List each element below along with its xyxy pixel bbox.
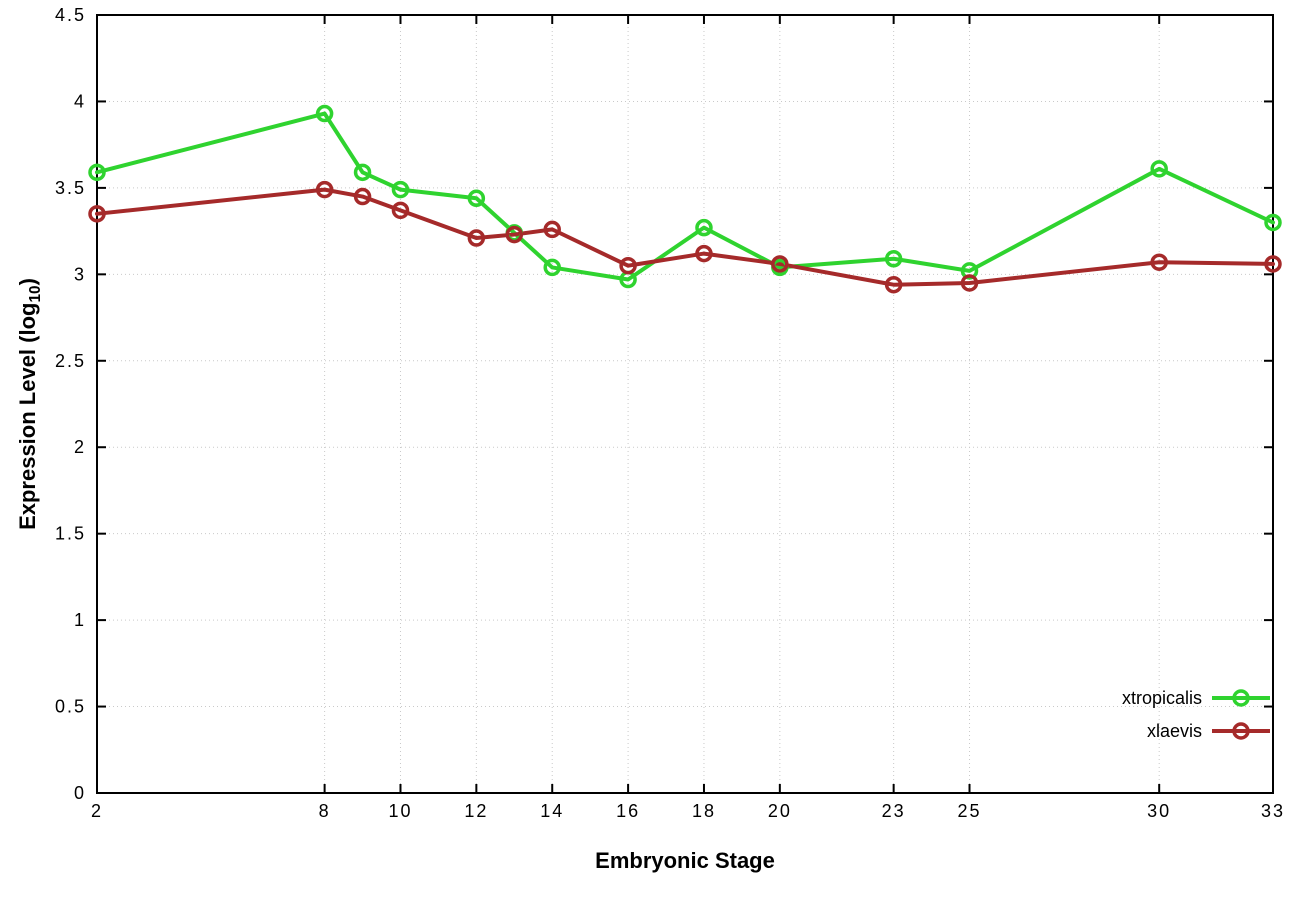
y-tick-label: 0.5 xyxy=(55,697,86,717)
series-xlaevis-marker xyxy=(505,225,524,244)
x-tick-labels: 2 8 10 12 14 16 18 20 23 25 30 33 xyxy=(91,801,1285,821)
y-tick-label: 3.5 xyxy=(55,178,86,198)
series-xtropicalis-marker xyxy=(884,250,903,268)
series-xlaevis-marker xyxy=(467,229,486,247)
y-tick-label: 4.5 xyxy=(55,5,86,25)
x-tick-label: 8 xyxy=(319,801,331,821)
y-tick-label: 1.5 xyxy=(55,524,86,544)
tick-marks xyxy=(96,14,1274,794)
x-tick-label: 16 xyxy=(616,801,640,821)
series-xlaevis-marker xyxy=(960,274,979,292)
series-xlaevis-marker xyxy=(391,201,410,220)
y-tick-label: 2 xyxy=(74,437,86,457)
x-tick-label: 14 xyxy=(540,801,564,821)
legend-sample-marker xyxy=(1232,722,1250,740)
series-xlaevis-marker xyxy=(543,220,561,239)
y-axis-title-text: Expression Level (log xyxy=(14,302,40,530)
series-xtropicalis-marker xyxy=(88,163,106,182)
legend-sample-marker xyxy=(1232,689,1250,707)
y-axis-title: Expression Level (log10) xyxy=(15,278,45,530)
series-xlaevis-marker xyxy=(315,180,334,199)
x-tick-label: 23 xyxy=(882,801,906,821)
y-axis-title-subscript: 10 xyxy=(27,285,45,303)
plot-border xyxy=(96,14,1274,794)
x-tick-label: 18 xyxy=(692,801,716,821)
x-tick-label: 10 xyxy=(388,801,412,821)
series-xlaevis-marker xyxy=(88,205,106,223)
legend-label: xtropicalis xyxy=(1121,687,1202,708)
series-xlaevis-marker xyxy=(1264,255,1282,273)
x-tick-label: 2 xyxy=(91,801,103,821)
y-tick-labels: 0 0.5 1 1.5 2 2.5 3 3.5 4 4.5 xyxy=(55,5,86,803)
series-xlaevis-marker xyxy=(771,255,789,273)
x-tick-label: 33 xyxy=(1261,801,1285,821)
y-tick-label: 1 xyxy=(74,610,86,630)
x-tick-label: 12 xyxy=(464,801,488,821)
series-xlaevis-marker xyxy=(353,187,372,206)
y-tick-label: 3 xyxy=(74,264,86,284)
legend-label: xlaevis xyxy=(1146,720,1202,741)
series-xtropicalis-marker xyxy=(960,262,979,280)
y-tick-label: 4 xyxy=(74,91,86,111)
grid-lines xyxy=(96,14,1274,794)
x-tick-label: 30 xyxy=(1147,801,1171,821)
legend-entry: xtropicalis xyxy=(1122,687,1270,709)
series-xtropicalis-marker xyxy=(543,258,561,277)
series-xlaevis-marker xyxy=(884,275,903,294)
series-xtropicalis-marker xyxy=(1264,213,1282,232)
y-axis-title-close: ) xyxy=(14,278,40,286)
x-axis-title: Embryonic Stage xyxy=(595,848,775,873)
series-xlaevis-marker xyxy=(1150,253,1168,271)
series-xtropicalis-marker xyxy=(695,218,713,237)
y-tick-label: 2.5 xyxy=(55,351,86,371)
legend: xtropicalis xlaevis xyxy=(1122,687,1270,742)
y-tick-label: 0 xyxy=(74,783,86,803)
series-xlaevis-marker xyxy=(695,244,713,263)
series-xtropicalis-marker xyxy=(315,104,334,123)
series-xlaevis-marker xyxy=(619,256,637,275)
legend-sample xyxy=(1212,689,1270,707)
series-xtropicalis-marker xyxy=(467,189,486,208)
legend-entry: xlaevis xyxy=(1147,720,1270,742)
series-xtropicalis-marker xyxy=(391,180,410,199)
series-xtropicalis-marker xyxy=(353,163,372,182)
series-xtropicalis-marker xyxy=(1150,160,1168,178)
series-xlaevis-markers xyxy=(88,180,1282,294)
legend-sample xyxy=(1212,722,1270,740)
x-tick-label: 20 xyxy=(768,801,792,821)
x-tick-label: 25 xyxy=(958,801,982,821)
